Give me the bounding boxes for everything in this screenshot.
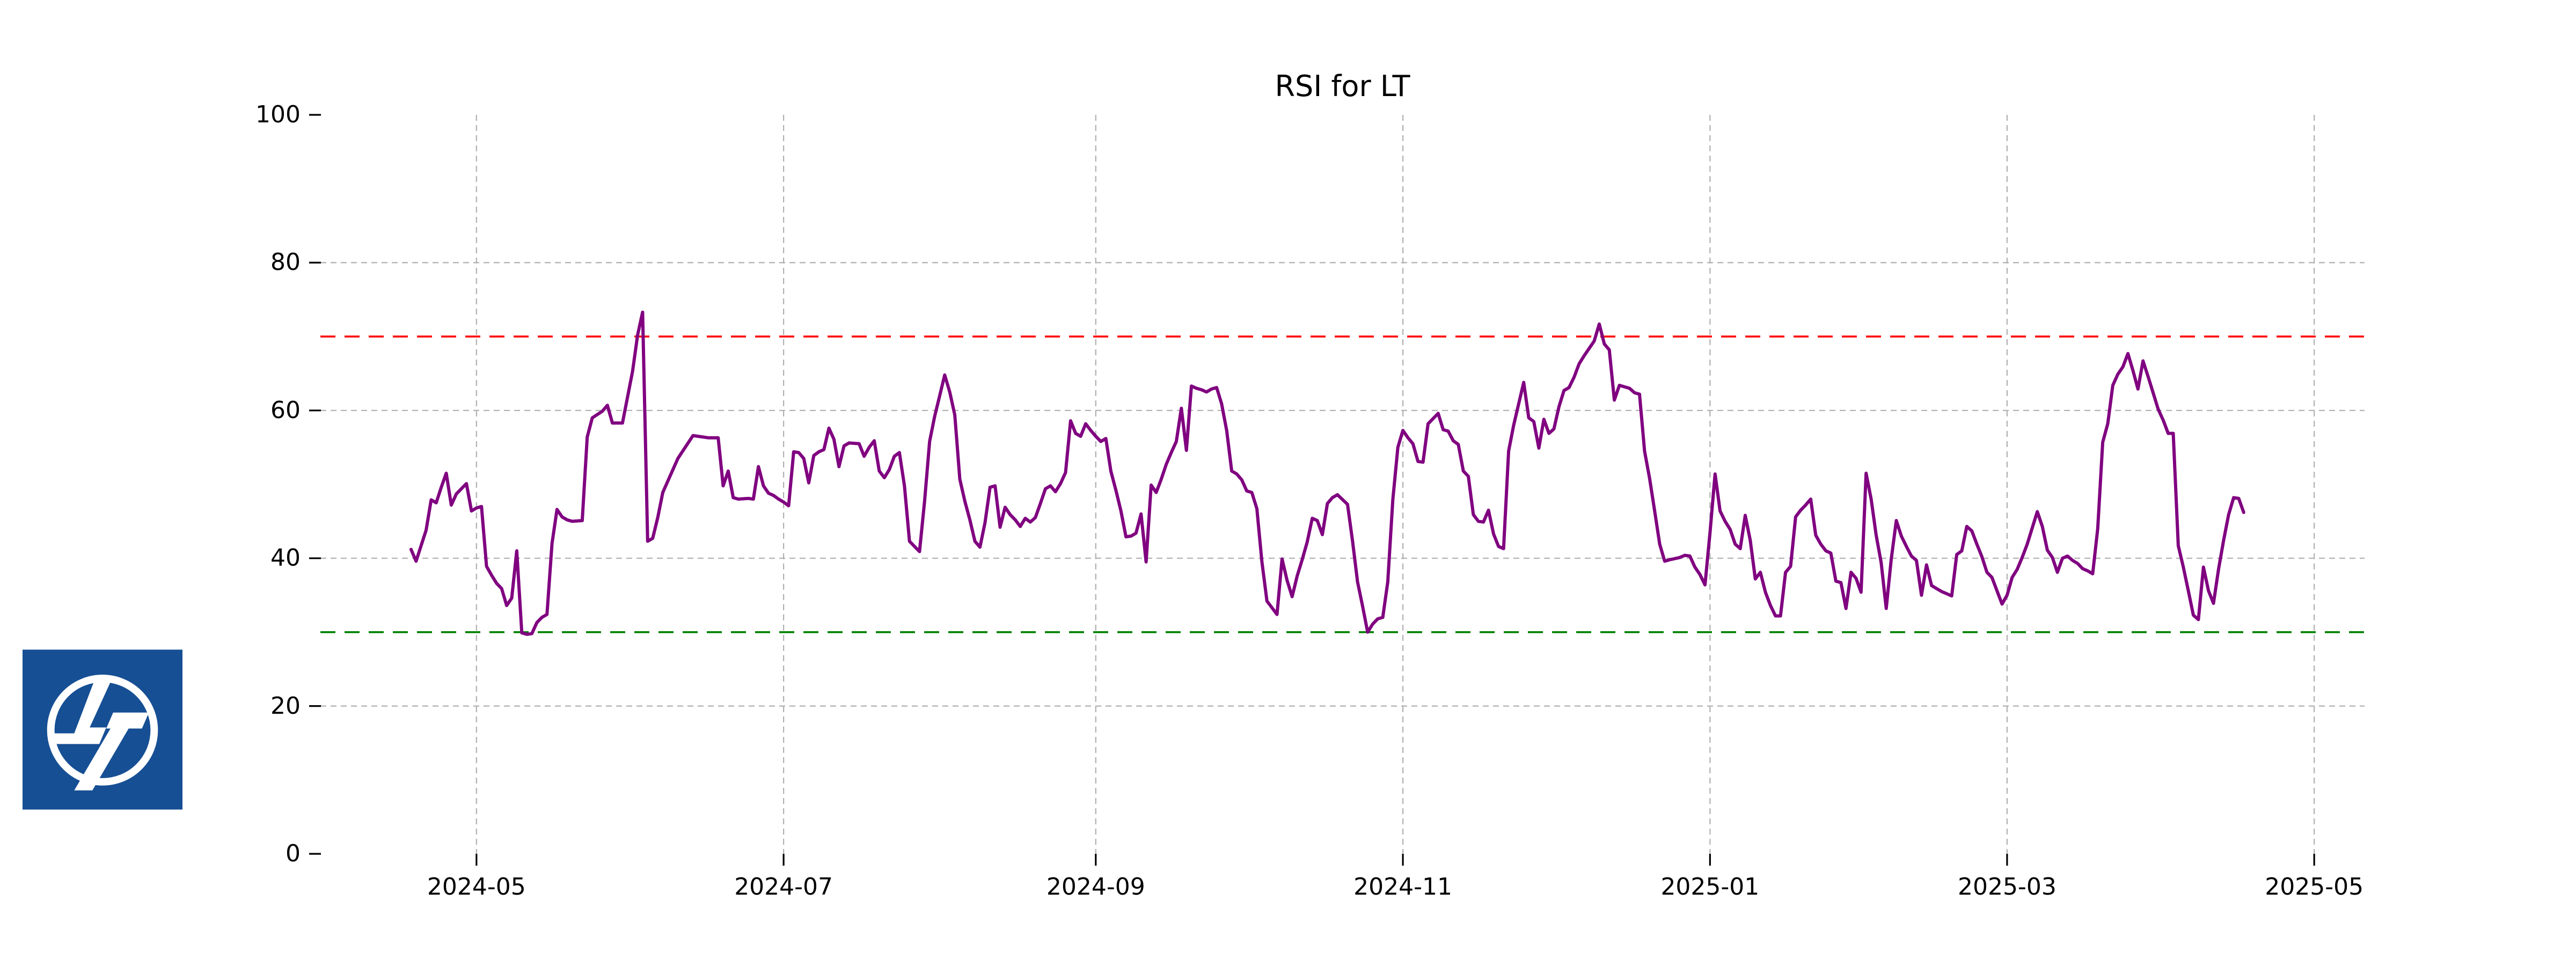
y-tick-label: 0: [286, 840, 301, 867]
x-tick-label: 2024-05: [427, 873, 526, 901]
y-tick-label: 80: [270, 248, 301, 276]
x-tick-label: 2025-03: [1957, 873, 2057, 901]
y-tick-label: 40: [270, 544, 301, 572]
lt-logo-letter-t-stem: [74, 728, 129, 791]
lt-logo: [23, 649, 182, 810]
rsi-line: [409, 310, 2245, 636]
chart-title: RSI for LT: [1275, 69, 1410, 103]
y-tick-label: 20: [270, 692, 301, 720]
x-tick-label: 2024-09: [1046, 873, 1145, 901]
x-tick-label: 2025-01: [1660, 873, 1760, 901]
x-tick-label: 2024-11: [1353, 873, 1452, 901]
lt-logo-letter-t-bar: [106, 712, 149, 729]
lt-logo-letter-l: [53, 677, 113, 744]
x-tick-label: 2025-05: [2265, 873, 2364, 901]
x-tick-label: 2024-07: [734, 873, 833, 901]
y-tick-label: 100: [255, 101, 301, 128]
y-tick-label: 60: [270, 396, 301, 424]
